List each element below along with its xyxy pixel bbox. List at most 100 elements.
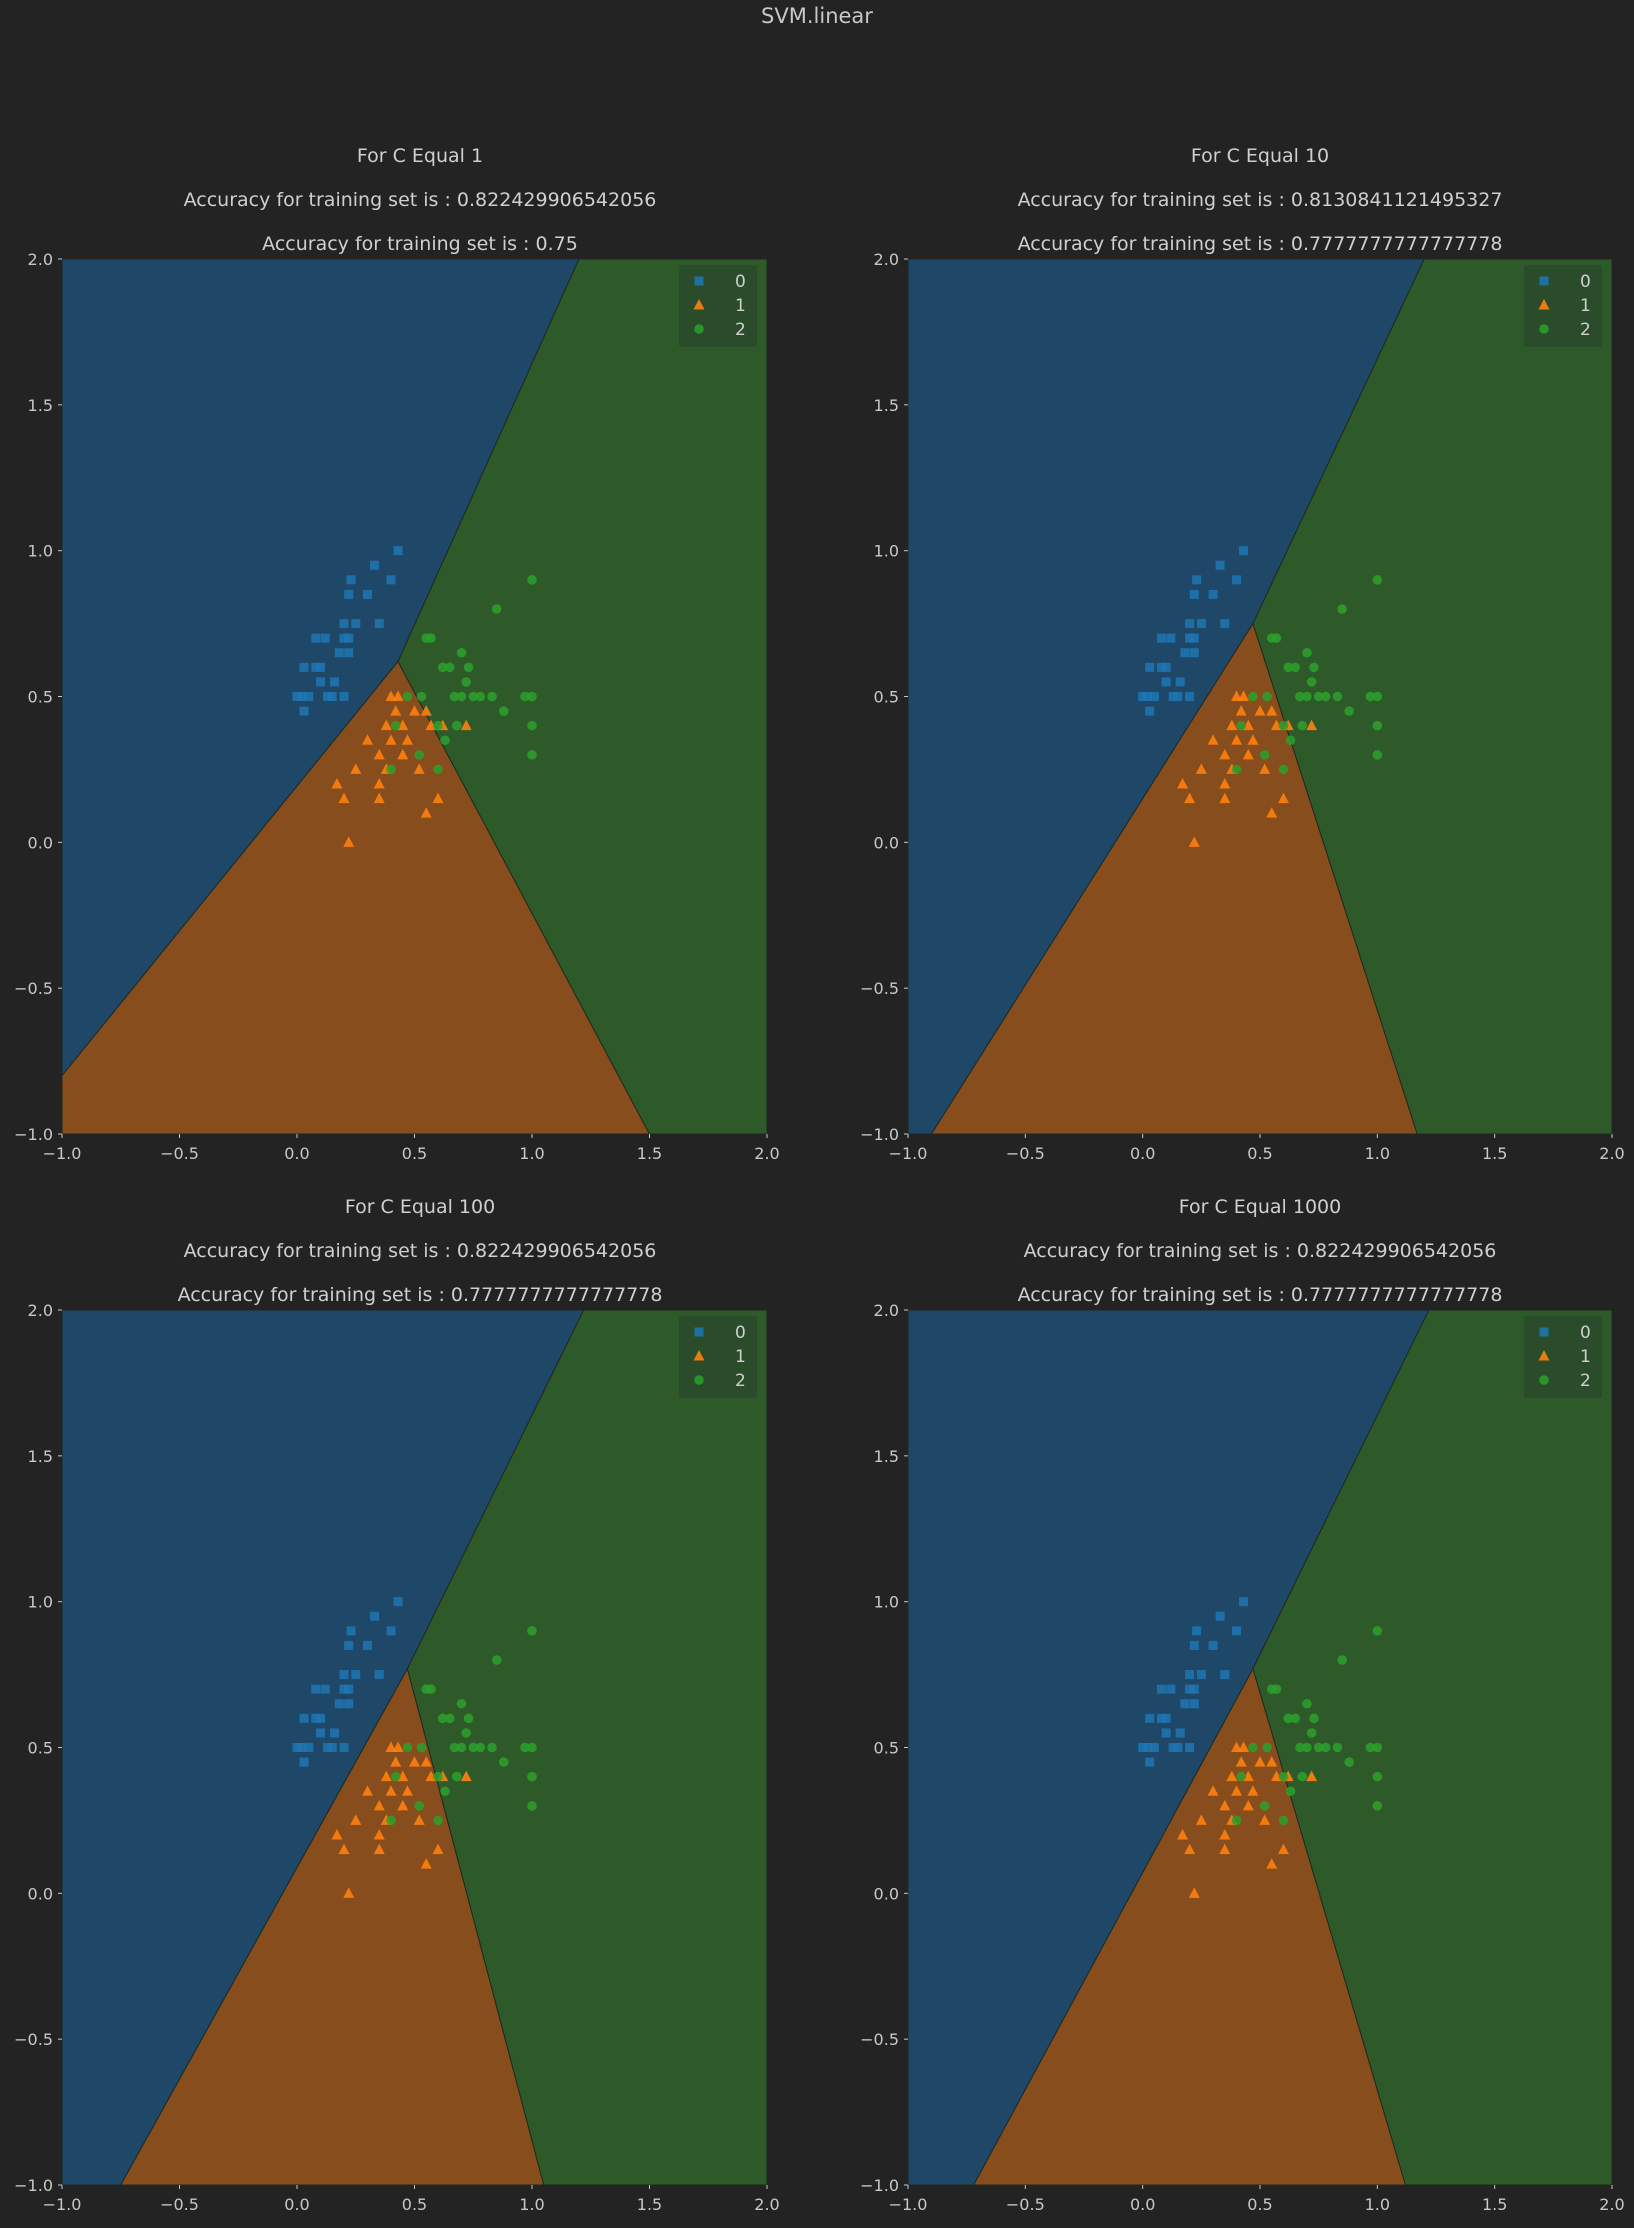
- data-point-class-1: [1207, 734, 1219, 745]
- data-point-class-0: [1161, 1713, 1171, 1723]
- x-tick-label: 1.0: [1365, 2195, 1390, 2214]
- data-point-class-2: [402, 691, 413, 702]
- decision-regions: [908, 1310, 1612, 2185]
- data-point-class-0: [344, 648, 354, 658]
- legend-label-1: 1: [1580, 1347, 1591, 1367]
- data-point-class-0: [323, 1743, 333, 1752]
- data-point-class-1: [420, 705, 432, 716]
- data-point-class-2: [527, 1626, 537, 1636]
- data-point-class-1: [1254, 705, 1266, 716]
- data-point-class-2: [1372, 575, 1383, 585]
- data-point-class-0: [1173, 692, 1183, 701]
- y-tick-label: −0.5: [14, 979, 53, 998]
- data-point-class-1: [432, 1843, 444, 1855]
- data-point-class-1: [401, 1785, 413, 1796]
- data-point-class-0: [1189, 1699, 1199, 1709]
- legend: 0 1 2: [1524, 1316, 1602, 1398]
- x-tick-label: 0.0: [284, 2195, 309, 2214]
- data-point-class-1: [1277, 792, 1289, 804]
- y-tick-label: 1.5: [874, 396, 899, 415]
- x-tick-label: 0.0: [284, 1144, 309, 1163]
- data-point-class-2: [456, 647, 467, 658]
- data-point-class-1: [397, 1799, 409, 1811]
- data-point-class-2: [499, 706, 509, 716]
- subplot-title: For C Equal 10: [1190, 145, 1330, 167]
- data-point-class-2: [463, 1713, 474, 1724]
- data-point-class-2: [1290, 662, 1300, 673]
- legend-marker-1: [693, 299, 705, 310]
- data-point-class-2: [1259, 1801, 1270, 1811]
- data-point-class-1: [1238, 690, 1250, 701]
- data-point-class-1: [343, 1887, 355, 1898]
- x-tick-label: 0.0: [1130, 2195, 1155, 2214]
- legend-label-0: 0: [735, 1323, 746, 1343]
- data-point-class-2: [437, 1713, 448, 1724]
- data-point-class-0: [1192, 1626, 1202, 1636]
- y-tick-label: 2.0: [28, 250, 53, 269]
- data-point-class-0: [1220, 1670, 1230, 1680]
- subplot-accuracy-line: Accuracy for training set is : 0.8224299…: [183, 189, 657, 211]
- data-point-class-0: [370, 1611, 380, 1621]
- data-point-class-1: [1219, 748, 1231, 760]
- x-tick-label: 2.0: [1599, 2195, 1624, 2214]
- data-point-class-0: [1161, 662, 1171, 672]
- data-point-class-1: [385, 1785, 397, 1796]
- data-point-class-0: [346, 575, 356, 585]
- data-point-class-0: [304, 692, 314, 701]
- data-point-class-2: [433, 1815, 443, 1826]
- data-point-class-1: [331, 1829, 343, 1840]
- data-point-class-0: [327, 692, 337, 701]
- data-point-class-1: [338, 1843, 350, 1855]
- subplot-title: For C Equal 1: [356, 145, 484, 167]
- y-tick-label: −1.0: [860, 2176, 899, 2195]
- data-point-class-0: [1156, 1684, 1166, 1694]
- data-point-class-0: [1168, 1743, 1178, 1752]
- data-point-class-1: [1231, 734, 1243, 745]
- y-tick-label: −1.0: [14, 1125, 53, 1144]
- data-point-class-0: [374, 619, 384, 629]
- data-point-class-2: [1302, 647, 1312, 658]
- data-point-class-1: [1306, 1770, 1318, 1782]
- data-point-class-0: [1232, 575, 1242, 585]
- x-tick-label: −0.5: [1006, 1144, 1045, 1163]
- data-point-class-2: [1372, 1801, 1383, 1811]
- data-point-class-1: [373, 1843, 385, 1855]
- data-point-class-0: [1185, 619, 1195, 629]
- data-point-class-1: [1277, 1843, 1289, 1855]
- data-point-class-1: [1266, 1756, 1278, 1767]
- data-point-class-1: [1207, 1785, 1219, 1796]
- data-point-class-0: [299, 1713, 309, 1723]
- data-point-class-1: [1231, 1785, 1243, 1796]
- data-point-class-0: [363, 589, 372, 599]
- data-point-class-1: [331, 778, 343, 789]
- y-tick-label: −1.0: [860, 1125, 899, 1144]
- data-point-class-2: [416, 1742, 427, 1753]
- data-point-class-2: [1309, 1713, 1319, 1724]
- subplot-accuracy-line: Accuracy for training set is : 0.8224299…: [1023, 1240, 1497, 1262]
- y-tick-label: 1.0: [28, 1593, 53, 1612]
- data-point-class-2: [386, 1815, 396, 1826]
- x-tick-label: 1.5: [1482, 1144, 1507, 1163]
- data-point-class-2: [1278, 1771, 1289, 1782]
- data-point-class-2: [1372, 720, 1383, 731]
- legend-label-2: 2: [1580, 1371, 1591, 1391]
- legend-marker-2: [694, 324, 704, 334]
- y-tick-label: 2.0: [28, 1301, 53, 1320]
- data-point-class-2: [456, 1698, 467, 1709]
- data-point-class-2: [527, 575, 537, 585]
- data-point-class-2: [527, 691, 537, 702]
- y-tick-label: −0.5: [14, 2030, 53, 2049]
- data-point-class-2: [449, 1742, 460, 1753]
- data-point-class-0: [297, 692, 307, 701]
- legend: 0 1 2: [679, 265, 757, 347]
- data-point-class-0: [1215, 560, 1225, 570]
- data-point-class-2: [463, 662, 474, 673]
- data-points: [292, 1597, 537, 1898]
- data-point-class-0: [1220, 619, 1230, 629]
- x-tick-label: 1.5: [637, 2195, 662, 2214]
- data-point-class-1: [1242, 748, 1254, 760]
- decision-region-2: [1252, 1310, 1612, 2185]
- data-point-class-1: [1219, 1843, 1231, 1855]
- data-point-class-0: [1185, 1684, 1195, 1694]
- data-point-class-0: [1185, 1743, 1195, 1752]
